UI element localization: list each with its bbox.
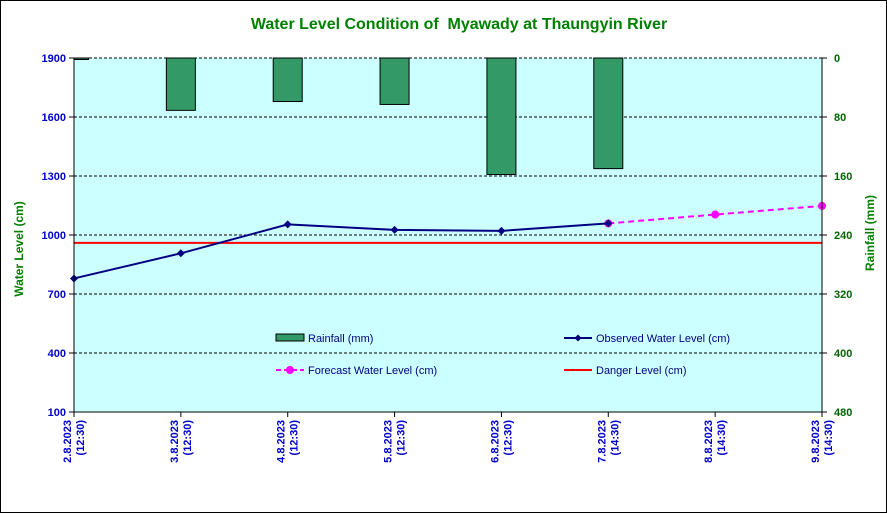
x-tick-label: (14:30) — [823, 420, 835, 456]
y-left-tick-label: 1600 — [42, 112, 66, 124]
y-right-tick-label: 400 — [834, 348, 852, 360]
x-tick-label: 2.8.2023 — [62, 420, 74, 463]
x-tick-label: (14:30) — [716, 420, 728, 456]
rainfall-bar — [165, 57, 196, 111]
legend-label: Rainfall (mm) — [308, 333, 373, 345]
observed-point — [390, 225, 399, 234]
x-tick-label: 4.8.2023 — [276, 420, 288, 463]
x-tick-label: (12:30) — [182, 420, 194, 456]
y-left-tick-label: 100 — [48, 407, 66, 419]
forecast-water-level-line — [608, 204, 823, 225]
rainfall-bar — [272, 57, 303, 103]
x-tick-label: 5.8.2023 — [383, 420, 395, 463]
observed-water-level-line — [73, 222, 609, 280]
y-axis-right-title: Rainfall (mm) — [863, 195, 877, 271]
y-right-tick-label: 160 — [834, 171, 852, 183]
y-axis-left-title: Water Level (cm) — [12, 201, 26, 297]
x-tick-label: (14:30) — [609, 420, 621, 456]
y-right-tick-label: 0 — [834, 53, 840, 65]
x-tick-label: 6.8.2023 — [489, 420, 501, 463]
legend-marker-observed — [574, 334, 582, 342]
x-tick-label: 7.8.2023 — [596, 420, 608, 463]
y-left-tick-label: 400 — [48, 348, 66, 360]
observed-point — [176, 249, 185, 258]
legend-swatch-rainfall — [275, 333, 305, 342]
x-tick-label: (12:30) — [289, 420, 301, 456]
legend-marker-forecast — [286, 366, 294, 374]
y-right-tick-label: 240 — [834, 230, 852, 242]
x-tick-label: 3.8.2023 — [169, 420, 181, 463]
rainfall-bar — [593, 57, 624, 170]
legend-label: Danger Level (cm) — [596, 365, 686, 377]
x-tick-label: 8.8.2023 — [703, 420, 715, 463]
y-right-tick-label: 80 — [834, 112, 846, 124]
observed-point — [604, 219, 613, 228]
observed-point — [283, 220, 292, 229]
plot-area: 100 400 700 1000 1300 1600 1900 0 80 160 240 320 400… — [42, 53, 853, 463]
legend-label: Observed Water Level (cm) — [596, 333, 730, 345]
plot-background — [74, 58, 822, 412]
rainfall-bar — [486, 57, 517, 176]
rainfall-bar — [379, 57, 410, 105]
x-tick-label: (12:30) — [75, 420, 87, 456]
y-right-tick-label: 480 — [834, 407, 852, 419]
y-left-tick-label: 700 — [48, 289, 66, 301]
legend-label: Forecast Water Level (cm) — [308, 365, 437, 377]
x-tick-label: (12:30) — [502, 420, 514, 456]
y-left-tick-label: 1900 — [42, 53, 66, 65]
legend: Rainfall (mm) Observed Water Level (cm) Fo… — [275, 333, 730, 377]
observed-point — [497, 226, 506, 235]
y-right-tick-label: 320 — [834, 289, 852, 301]
rainfall-bar — [73, 57, 89, 60]
chart-title: Water Level Condition of Myawady at Thau… — [251, 16, 667, 33]
x-tick-label: (12:30) — [396, 420, 408, 456]
y-left-tick-label: 1300 — [42, 171, 66, 183]
x-tick-label: 9.8.2023 — [810, 420, 822, 463]
forecast-point — [711, 210, 720, 219]
y-left-tick-label: 1000 — [42, 230, 66, 242]
